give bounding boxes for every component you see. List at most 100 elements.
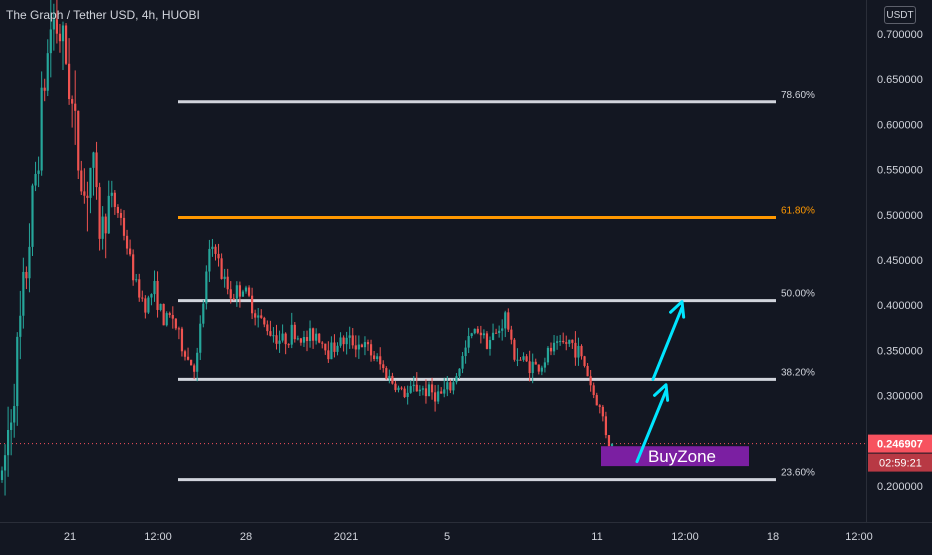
candle-body[interactable] — [422, 388, 424, 389]
candle-body[interactable] — [593, 385, 595, 395]
candle-body[interactable] — [92, 152, 94, 167]
candle-body[interactable] — [34, 174, 36, 186]
candle-body[interactable] — [443, 389, 445, 393]
candle-body[interactable] — [330, 343, 332, 360]
candle-body[interactable] — [306, 337, 308, 341]
candle-body[interactable] — [361, 345, 363, 348]
candle-body[interactable] — [111, 193, 113, 196]
candle-body[interactable] — [388, 376, 390, 379]
candle-body[interactable] — [596, 395, 598, 405]
candle-body[interactable] — [13, 406, 15, 422]
candle-body[interactable] — [47, 53, 49, 91]
candle-body[interactable] — [352, 335, 354, 345]
candle-body[interactable] — [480, 333, 482, 335]
candle-body[interactable] — [44, 88, 46, 91]
candle-body[interactable] — [254, 313, 256, 317]
candle-body[interactable] — [150, 294, 152, 297]
candle-body[interactable] — [477, 329, 479, 333]
candle-body[interactable] — [553, 343, 555, 352]
candle-body[interactable] — [74, 104, 76, 111]
candle-body[interactable] — [327, 350, 329, 359]
candle-body[interactable] — [184, 351, 186, 356]
candle-body[interactable] — [434, 392, 436, 401]
candle-body[interactable] — [22, 272, 24, 316]
candle-body[interactable] — [608, 435, 610, 446]
candle-body[interactable] — [437, 391, 439, 401]
candle-body[interactable] — [370, 344, 372, 355]
candle-body[interactable] — [574, 343, 576, 358]
candle-body[interactable] — [59, 34, 61, 42]
candle-body[interactable] — [105, 217, 107, 234]
candle-body[interactable] — [346, 338, 348, 344]
candle-body[interactable] — [321, 343, 323, 344]
candle-body[interactable] — [303, 337, 305, 343]
candle-body[interactable] — [391, 376, 393, 384]
candle-body[interactable] — [221, 258, 223, 279]
candle-body[interactable] — [397, 388, 399, 390]
candle-body[interactable] — [86, 196, 88, 198]
candle-body[interactable] — [413, 385, 415, 386]
candle-body[interactable] — [489, 340, 491, 349]
candle-body[interactable] — [355, 345, 357, 349]
candle-body[interactable] — [269, 331, 271, 336]
candle-body[interactable] — [541, 368, 543, 372]
candle-body[interactable] — [294, 325, 296, 339]
candle-body[interactable] — [583, 356, 585, 366]
candle-body[interactable] — [336, 346, 338, 352]
candle-body[interactable] — [83, 191, 85, 195]
candle-body[interactable] — [510, 330, 512, 340]
candle-body[interactable] — [373, 355, 375, 359]
candle-body[interactable] — [31, 186, 33, 247]
candle-body[interactable] — [461, 356, 463, 369]
candle-body[interactable] — [260, 315, 262, 317]
candle-body[interactable] — [449, 382, 451, 390]
candle-body[interactable] — [65, 25, 67, 63]
candle-body[interactable] — [190, 360, 192, 366]
candle-body[interactable] — [547, 348, 549, 362]
candle-body[interactable] — [394, 384, 396, 390]
candle-body[interactable] — [169, 313, 171, 315]
candle-body[interactable] — [230, 289, 232, 298]
candle-body[interactable] — [285, 334, 287, 345]
candle-body[interactable] — [431, 384, 433, 392]
candle-body[interactable] — [333, 343, 335, 352]
candle-body[interactable] — [519, 360, 521, 361]
candle-body[interactable] — [245, 287, 247, 291]
candle-body[interactable] — [513, 340, 515, 360]
candle-body[interactable] — [358, 345, 360, 350]
candle-body[interactable] — [507, 312, 509, 329]
candle-body[interactable] — [50, 29, 52, 53]
candle-body[interactable] — [526, 356, 528, 361]
candle-body[interactable] — [199, 324, 201, 353]
candle-body[interactable] — [71, 99, 73, 104]
candle-body[interactable] — [486, 333, 488, 349]
candle-body[interactable] — [465, 348, 467, 356]
candle-body[interactable] — [38, 171, 40, 174]
currency-badge[interactable]: USDT — [884, 6, 916, 24]
candle-body[interactable] — [468, 336, 470, 348]
candle-body[interactable] — [117, 207, 119, 213]
candle-body[interactable] — [599, 405, 601, 407]
candle-body[interactable] — [550, 348, 552, 351]
candle-body[interactable] — [80, 171, 82, 192]
candle-body[interactable] — [474, 329, 476, 333]
candle-body[interactable] — [135, 279, 137, 280]
candle-body[interactable] — [108, 196, 110, 233]
candle-body[interactable] — [239, 285, 241, 296]
candle-body[interactable] — [483, 333, 485, 335]
candle-body[interactable] — [120, 213, 122, 218]
candle-body[interactable] — [455, 376, 457, 382]
candle-body[interactable] — [535, 362, 537, 365]
candle-body[interactable] — [156, 281, 158, 310]
candle-body[interactable] — [272, 335, 274, 336]
candle-body[interactable] — [163, 304, 165, 325]
candle-body[interactable] — [364, 342, 366, 347]
candle-body[interactable] — [196, 353, 198, 372]
candle-body[interactable] — [217, 254, 219, 258]
candle-body[interactable] — [202, 304, 204, 324]
candle-body[interactable] — [419, 390, 421, 392]
candle-body[interactable] — [602, 407, 604, 416]
candle-body[interactable] — [10, 423, 12, 430]
candle-body[interactable] — [224, 277, 226, 279]
candle-body[interactable] — [181, 329, 183, 352]
